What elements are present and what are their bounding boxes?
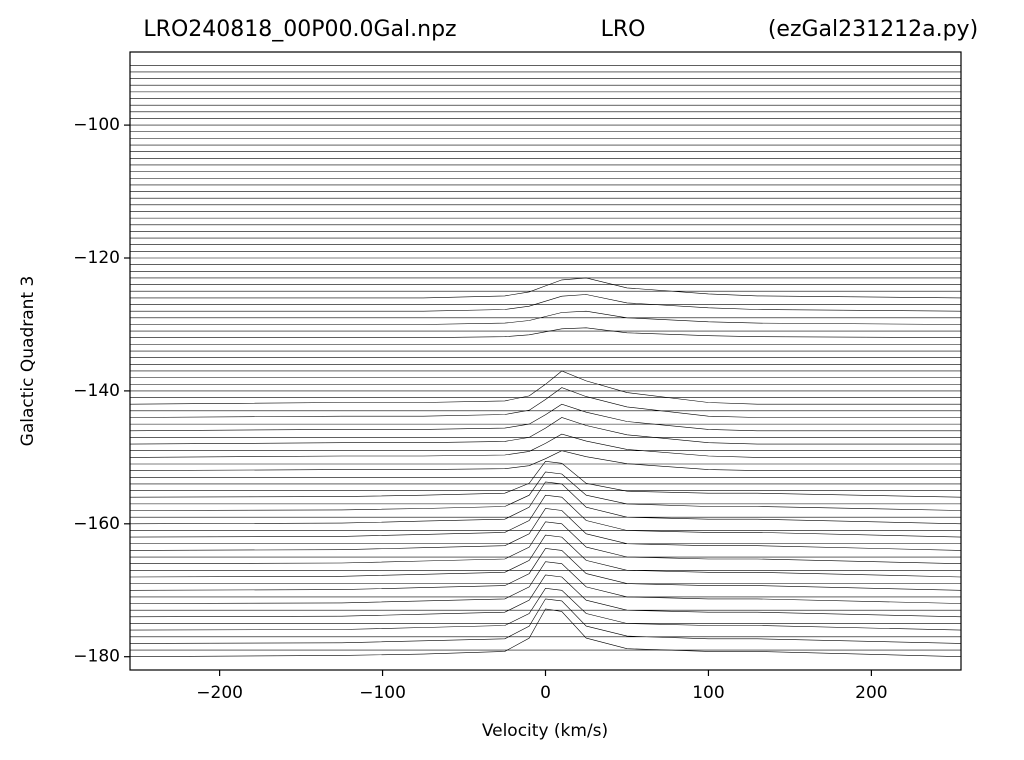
spectrum-trace [129,521,962,564]
x-tick-label: 100 [692,683,724,703]
spectrum-trace [129,534,962,578]
spectrum-trace [129,574,962,618]
spectrum-trace [129,608,962,657]
title-left: LRO240818_00P00.0Gal.npz [143,17,456,42]
y-tick-label: −120 [73,248,120,268]
y-tick-label: −180 [73,647,120,667]
spectrum-trace [129,561,962,604]
spectrum-trace [129,481,962,525]
spectrum-trace [130,294,962,312]
spectrum-trace [129,387,961,418]
spectrum-trace [129,433,961,458]
spectrum-trace [129,417,961,445]
y-axis-label: Galactic Quadrant 3 [18,276,38,447]
y-tick-label: −140 [73,381,120,401]
x-tick-label: 0 [540,683,551,703]
spectrum-trace [129,471,962,511]
spectrum-trace [129,450,961,471]
title-right: (ezGal231212a.py) [768,17,978,42]
spectrum-trace [129,508,962,551]
spectrum-trace [129,587,962,631]
y-tick-label: −160 [73,514,120,534]
spectrum-trace [129,403,961,432]
spectrum-trace [130,277,962,299]
x-axis-label: Velocity (km/s) [482,721,608,741]
spectrum-trace [129,548,962,591]
spectrum-trace [129,598,962,644]
spectrum-trace [129,370,961,405]
x-tick-label: 200 [855,683,887,703]
spectrum-trace [130,327,962,338]
x-tick-label: −200 [196,683,243,703]
spectrum-trace [129,460,962,498]
y-tick-label: −100 [73,115,120,135]
chart-title: LRO [601,17,646,42]
x-tick-label: −100 [359,683,406,703]
spectrum-trace [130,310,962,325]
spectrum-trace [129,494,962,538]
